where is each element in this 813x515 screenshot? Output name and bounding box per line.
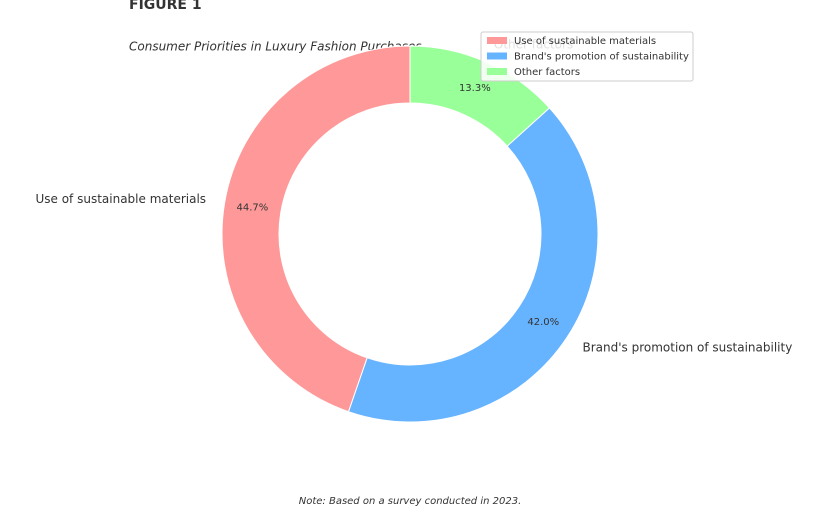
legend-swatch — [487, 68, 507, 75]
legend-label: Other factors — [514, 67, 580, 78]
legend-box — [480, 31, 694, 82]
value-label: 44.7% — [237, 203, 269, 214]
legend-swatch — [487, 52, 507, 60]
chart-title: Consumer Priorities in Luxury Fashion Pu… — [129, 40, 422, 54]
legend-label: Brand's promotion of sustainability — [514, 52, 689, 63]
note: Note: Based on a survey conducted in 202… — [299, 496, 522, 507]
legend-label: Use of sustainable materials — [514, 36, 656, 47]
value-label: 13.3% — [459, 83, 491, 94]
legend: Use of sustainable materials Brand's prom… — [480, 31, 694, 82]
value-label: 42.0% — [527, 317, 559, 328]
wedge — [347, 107, 599, 423]
wedge — [221, 45, 411, 413]
legend-swatch — [487, 37, 507, 44]
figure-label: FIGURE 1 — [129, 0, 202, 13]
category-label: Use of sustainable materials — [35, 192, 206, 206]
category-label: Brand's promotion of sustainability — [582, 341, 792, 355]
